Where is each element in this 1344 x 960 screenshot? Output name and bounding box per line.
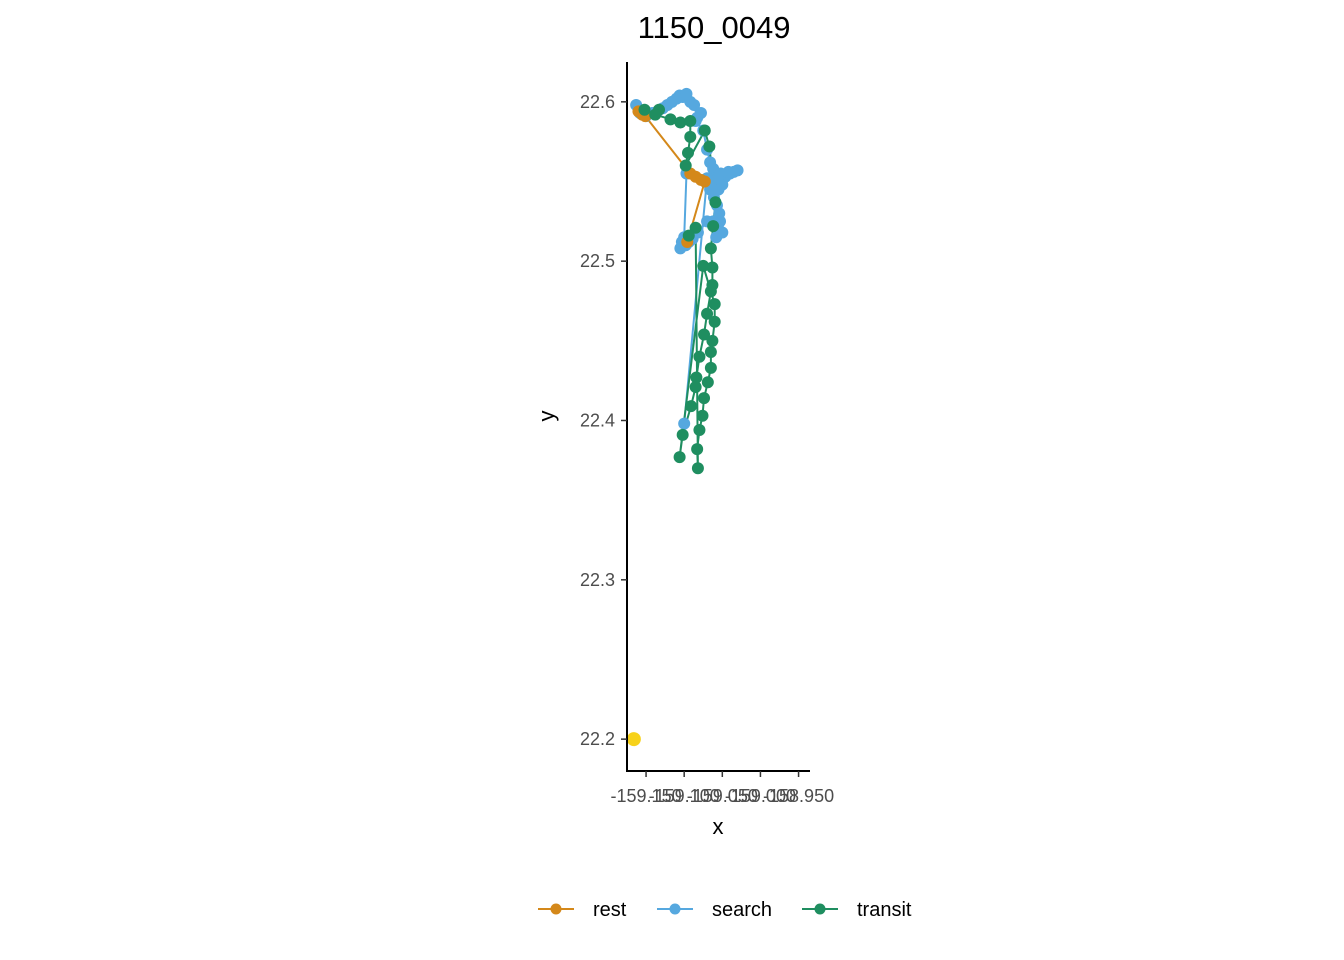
- point-transit: [684, 130, 697, 143]
- x-axis-ticks: -159.150-159.100-159.050-159.000-158.950: [611, 771, 834, 806]
- point-search: [716, 226, 729, 239]
- y-axis-title: y: [534, 411, 559, 422]
- point-transit: [682, 146, 694, 159]
- point-transit: [676, 428, 689, 441]
- legend-label-rest: rest: [593, 899, 627, 921]
- y-tick-label: 22.3: [580, 570, 615, 590]
- start-point: [626, 732, 641, 747]
- point-search: [711, 172, 724, 185]
- point-transit: [706, 261, 719, 274]
- point-transit: [689, 221, 702, 234]
- x-tick-label: -159.150: [611, 786, 682, 806]
- point-transit: [689, 381, 702, 394]
- point-transit: [693, 424, 706, 437]
- point-transit: [693, 350, 706, 363]
- x-axis-title: x: [713, 814, 724, 839]
- point-transit: [709, 196, 722, 209]
- point-transit: [638, 103, 651, 116]
- point-search: [688, 99, 701, 112]
- x-tick-label: -159.100: [649, 786, 720, 806]
- point-search: [731, 164, 744, 177]
- point-transit: [708, 315, 721, 328]
- point-transit: [698, 328, 711, 341]
- y-tick-label: 22.2: [580, 729, 615, 749]
- point-transit: [674, 116, 687, 129]
- point-transit: [664, 113, 677, 126]
- x-tick-label: -158.950: [763, 786, 834, 806]
- point-transit: [685, 400, 698, 413]
- point-transit: [682, 229, 695, 242]
- point-transit: [684, 114, 697, 127]
- point-transit: [698, 124, 711, 137]
- point-transit: [704, 285, 717, 298]
- point-transit: [649, 108, 662, 121]
- series-line-search: [635, 92, 739, 424]
- legend-key-point-rest: [550, 903, 562, 915]
- y-tick-label: 22.6: [580, 92, 615, 112]
- plot-area: [626, 87, 744, 747]
- point-transit: [704, 242, 717, 255]
- legend-key-point-search: [669, 903, 681, 915]
- y-axis-ticks: 22.2 22.3 22.4 22.5 22.6: [580, 92, 627, 749]
- chart-title: 1150_0049: [638, 10, 791, 45]
- legend-label-transit: transit: [857, 899, 912, 921]
- point-transit: [701, 376, 714, 389]
- point-transit: [708, 298, 721, 311]
- y-tick-label: 22.5: [580, 251, 615, 271]
- point-transit: [701, 307, 714, 320]
- point-transit: [673, 451, 686, 464]
- y-tick-label: 22.4: [580, 410, 615, 430]
- legend-label-search: search: [712, 899, 772, 921]
- point-search: [708, 185, 721, 198]
- point-transit: [690, 371, 703, 384]
- point-transit: [698, 392, 711, 405]
- point-transit: [691, 462, 704, 475]
- point-rest: [698, 175, 711, 188]
- point-search: [678, 417, 691, 430]
- x-tick-label: -159.050: [687, 786, 758, 806]
- point-transit: [696, 409, 709, 422]
- point-transit: [697, 259, 710, 272]
- point-transit: [704, 345, 717, 358]
- point-transit: [706, 334, 719, 347]
- point-transit: [704, 361, 717, 374]
- point-transit: [707, 220, 720, 233]
- x-tick-label: -159.000: [725, 786, 796, 806]
- legend: rest search transit: [538, 899, 912, 921]
- point-transit: [691, 443, 704, 456]
- point-transit: [679, 159, 692, 172]
- point-transit: [703, 140, 716, 153]
- legend-key-point-transit: [814, 903, 826, 915]
